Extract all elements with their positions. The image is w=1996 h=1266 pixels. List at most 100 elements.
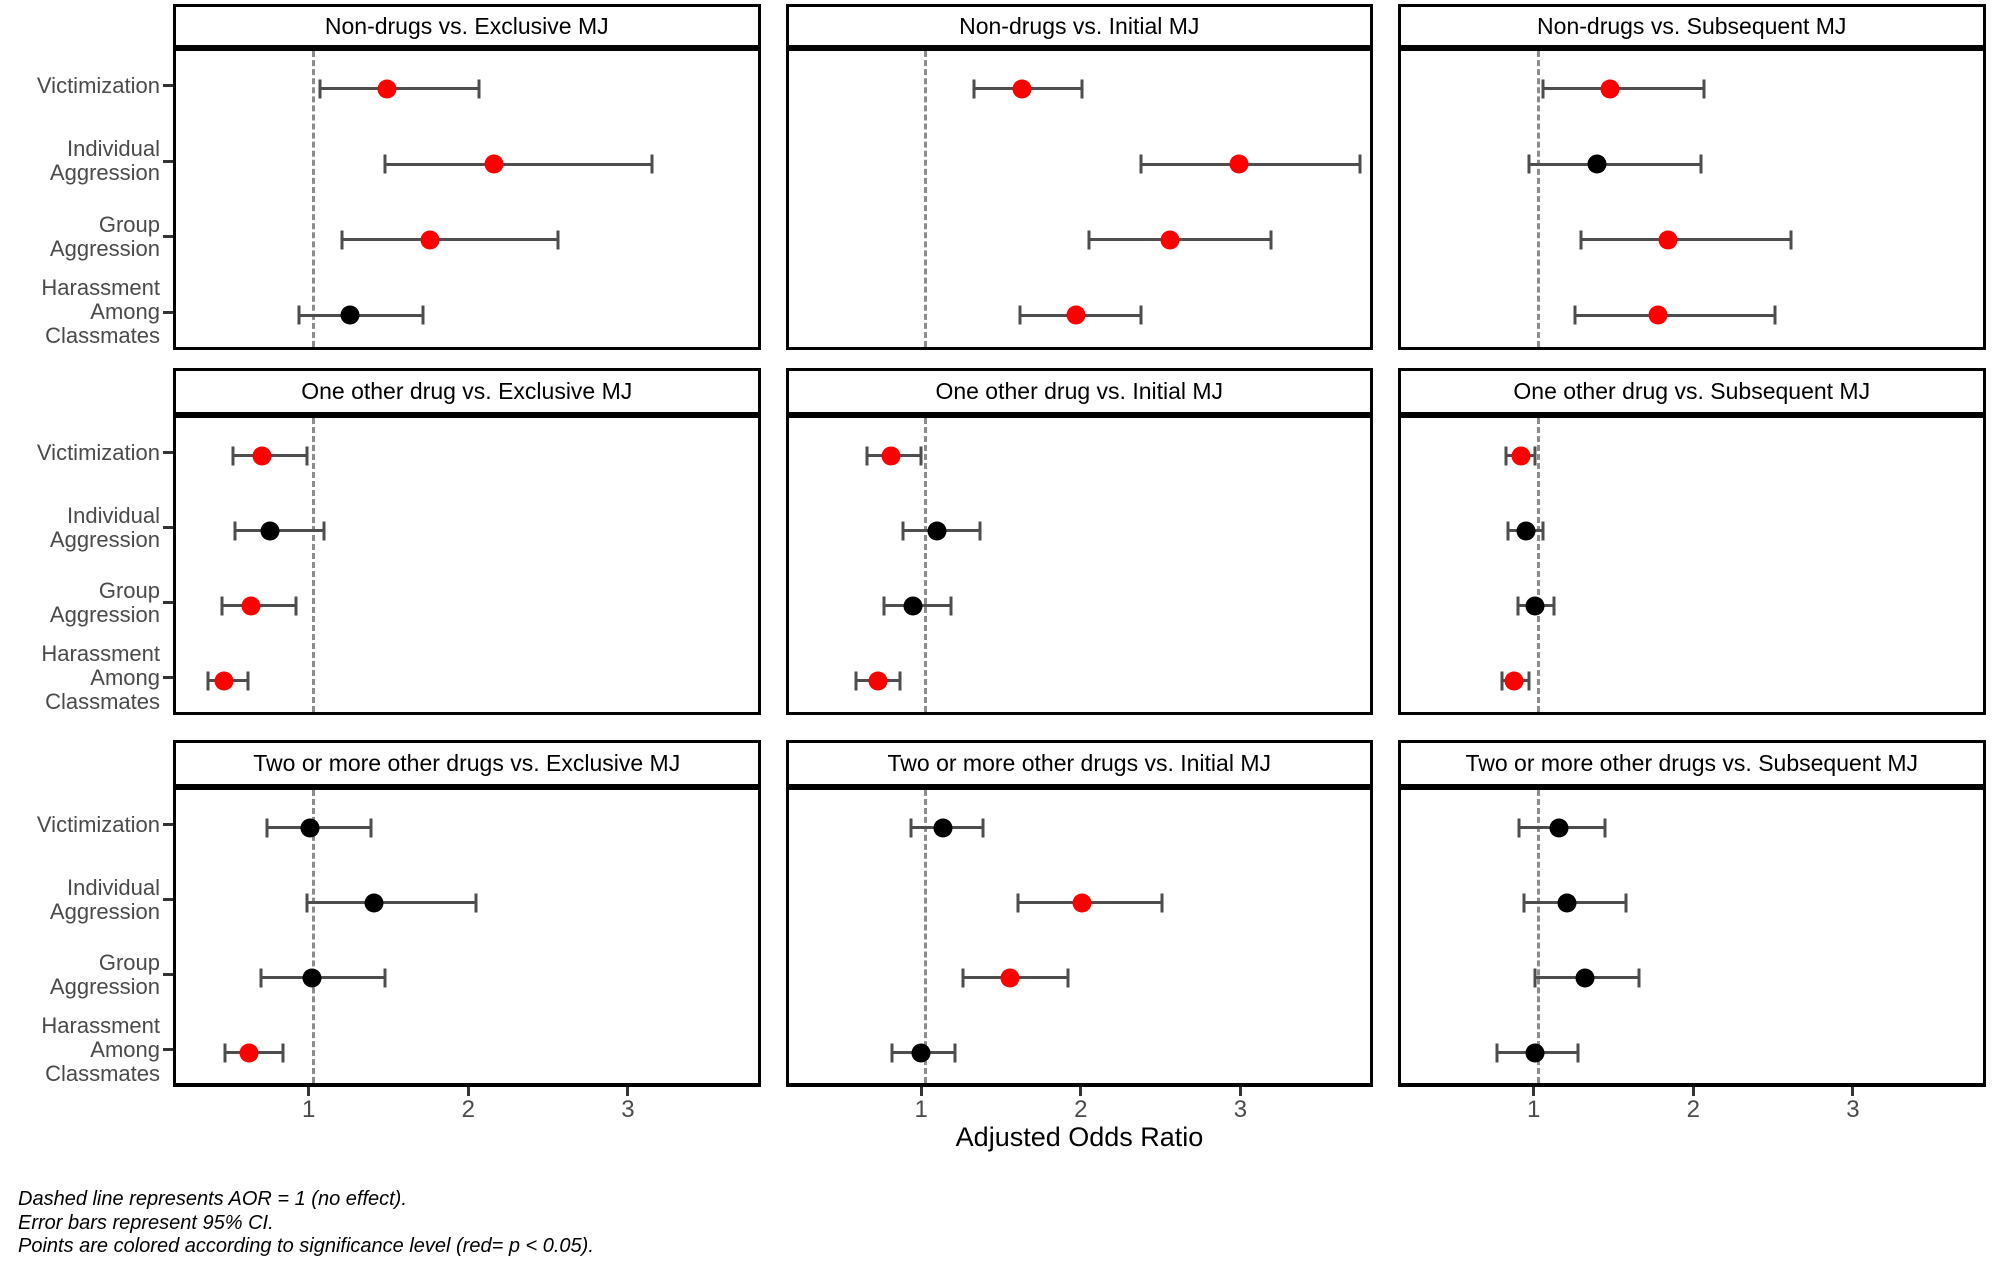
ci-cap-upper bbox=[1773, 305, 1777, 325]
ci-cap-lower bbox=[909, 818, 913, 837]
ci-cap-lower bbox=[865, 446, 869, 465]
ci-cap-upper bbox=[1358, 154, 1362, 174]
ci-cap-upper bbox=[1533, 446, 1537, 465]
point-dot bbox=[1516, 521, 1536, 540]
ci-cap-lower bbox=[318, 79, 322, 99]
ci-cap-lower bbox=[1139, 154, 1143, 174]
ci-cap-upper bbox=[1624, 893, 1628, 912]
point-dot bbox=[868, 671, 888, 690]
point-dot bbox=[241, 596, 261, 615]
point-dot bbox=[1160, 230, 1180, 250]
facet-title: One other drug vs. Exclusive MJ bbox=[173, 368, 761, 415]
error-bar bbox=[1543, 87, 1705, 91]
facet-panel bbox=[785, 787, 1373, 1087]
ci-cap-upper bbox=[1080, 79, 1084, 99]
point-dot bbox=[1587, 154, 1607, 174]
point-dot bbox=[933, 818, 953, 837]
ci-cap-upper bbox=[1552, 596, 1556, 615]
error-bar bbox=[385, 162, 652, 166]
x-axis-tick-label: 1 bbox=[302, 1096, 316, 1123]
ci-cap-lower bbox=[972, 79, 976, 99]
ci-cap-upper bbox=[322, 521, 326, 540]
point-dot bbox=[1549, 818, 1569, 837]
point-dot bbox=[260, 521, 280, 540]
x-axis-tick bbox=[1238, 1087, 1242, 1096]
point-dot bbox=[1600, 79, 1620, 99]
ci-cap-upper bbox=[978, 521, 982, 540]
facet-title: Non-drugs vs. Initial MJ bbox=[785, 4, 1373, 48]
y-axis-tick bbox=[163, 526, 173, 529]
error-bar bbox=[1141, 162, 1361, 166]
ci-cap-lower bbox=[1016, 893, 1020, 912]
point-dot bbox=[1575, 968, 1595, 987]
point-dot bbox=[1511, 446, 1531, 465]
y-axis-tick bbox=[163, 973, 173, 976]
y-axis-tick bbox=[163, 1048, 173, 1051]
point-dot bbox=[1072, 893, 1092, 912]
point-dot bbox=[911, 1043, 931, 1062]
reference-line-aor-1 bbox=[924, 790, 928, 1083]
point-dot bbox=[1557, 893, 1577, 912]
ci-cap-upper bbox=[1139, 305, 1143, 325]
error-bar bbox=[319, 87, 480, 91]
y-axis-tick bbox=[163, 235, 173, 239]
y-axis-label: Individual Aggression bbox=[49, 502, 160, 552]
ci-cap-upper bbox=[898, 671, 902, 690]
x-axis-tick-label: 3 bbox=[1846, 1096, 1860, 1123]
ci-cap-lower bbox=[890, 1043, 894, 1062]
ci-cap-upper bbox=[1699, 154, 1703, 174]
ci-cap-lower bbox=[259, 968, 263, 987]
y-axis-label: Individual Aggression bbox=[49, 874, 160, 924]
ci-cap-lower bbox=[1522, 893, 1526, 912]
point-dot bbox=[1012, 79, 1032, 99]
ci-cap-lower bbox=[1018, 305, 1022, 325]
ci-cap-lower bbox=[233, 521, 237, 540]
x-axis-tick bbox=[626, 1087, 630, 1096]
x-axis-tick bbox=[1079, 1087, 1083, 1096]
ci-cap-upper bbox=[919, 446, 923, 465]
x-axis-tick-label: 1 bbox=[914, 1096, 928, 1123]
y-axis-label: Group Aggression bbox=[49, 211, 160, 261]
ci-cap-lower bbox=[882, 596, 886, 615]
ci-cap-upper bbox=[477, 79, 481, 99]
point-dot bbox=[302, 968, 322, 987]
ci-cap-lower bbox=[1495, 1043, 1499, 1062]
ci-cap-upper bbox=[1603, 818, 1607, 837]
x-axis-tick bbox=[1851, 1087, 1855, 1096]
reference-line-aor-1 bbox=[1536, 418, 1540, 712]
ci-cap-upper bbox=[556, 230, 560, 250]
facet-panel bbox=[785, 415, 1373, 715]
point-dot bbox=[927, 521, 947, 540]
facet-panel bbox=[1398, 787, 1986, 1087]
facet-title: Two or more other drugs vs. Initial MJ bbox=[785, 740, 1373, 787]
ci-cap-lower bbox=[1579, 230, 1583, 250]
ci-cap-upper bbox=[369, 818, 373, 837]
ci-cap-upper bbox=[474, 893, 478, 912]
ci-cap-upper bbox=[1637, 968, 1641, 987]
ci-cap-upper bbox=[650, 154, 654, 174]
facet-panel bbox=[173, 787, 761, 1087]
facet-title: One other drug vs. Initial MJ bbox=[785, 368, 1373, 415]
ci-cap-upper bbox=[1789, 230, 1793, 250]
facet-panel bbox=[1398, 48, 1986, 350]
point-dot bbox=[1229, 154, 1249, 174]
error-bar bbox=[1575, 313, 1775, 317]
y-axis-label: Harassment Among Classmates bbox=[41, 640, 160, 714]
ci-cap-upper bbox=[1576, 1043, 1580, 1062]
y-axis-tick bbox=[163, 84, 173, 88]
point-dot bbox=[1066, 305, 1086, 325]
reference-line-aor-1 bbox=[1536, 51, 1540, 347]
ci-cap-upper bbox=[1066, 968, 1070, 987]
reference-line-aor-1 bbox=[311, 51, 315, 347]
ci-cap-upper bbox=[981, 818, 985, 837]
x-axis-tick bbox=[919, 1087, 923, 1096]
facet-title: Non-drugs vs. Subsequent MJ bbox=[1398, 4, 1986, 48]
y-axis-tick bbox=[163, 823, 173, 826]
point-dot bbox=[881, 446, 901, 465]
x-axis-tick bbox=[307, 1087, 311, 1096]
reference-line-aor-1 bbox=[924, 418, 928, 712]
ci-cap-lower bbox=[1500, 671, 1504, 690]
reference-line-aor-1 bbox=[924, 51, 928, 347]
footnote-reference-line: Dashed line represents AOR = 1 (no effec… bbox=[18, 1188, 407, 1210]
